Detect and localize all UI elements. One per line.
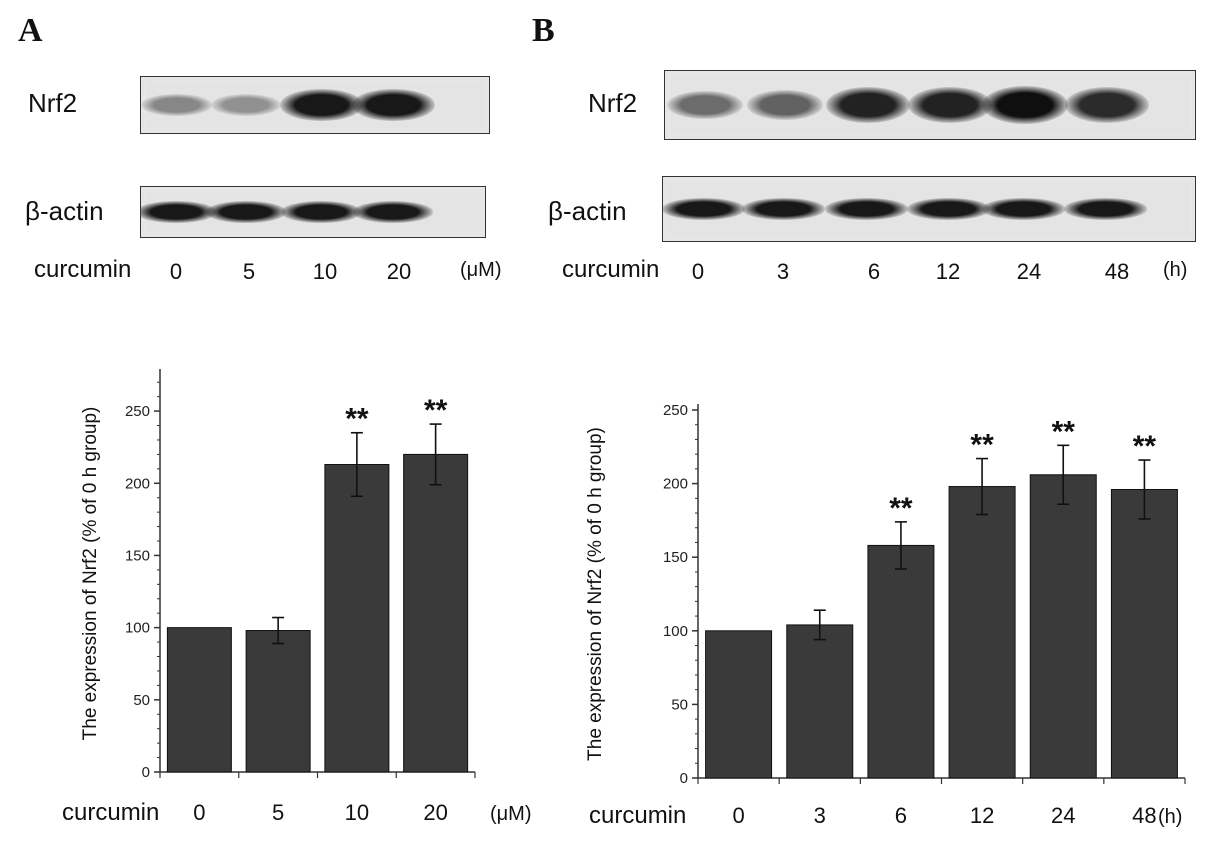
lane-label: 6 [867,259,881,284]
nrf2-a-band [279,88,363,122]
y-axis-label: The expression of Nrf2 (% of 0 h group) [585,427,606,761]
panel-b-actin-blot [662,176,1196,242]
nrf2-a-band [351,88,435,122]
bar [786,624,854,779]
x-tick-label: 0 [193,800,205,825]
bar [245,630,311,773]
x-unit-label: (h) [1158,806,1182,828]
x-tick-label: 48 [1132,803,1156,828]
bar [166,627,232,773]
panel-b-nrf2-blot [664,70,1196,140]
panel-b-curcumin-label: curcumin [562,256,660,283]
x-axis-label: curcumin [62,799,159,826]
significance-label: ** [1133,430,1157,463]
actin-a-band [205,201,287,223]
chart-a: 0 50 100 150 200 250 0 5 ** 10 ** 20 curcumin (μM) The… [62,369,532,826]
chart-b: 0 50 100 150 200 250 0 3 ** 6 ** 12 ** 24 ** 48 curcumin… [585,402,1186,829]
panel-a-nrf2-label: Nrf2 [28,88,78,118]
lane-label: 3 [776,259,790,284]
bar [705,630,773,779]
nrf2-b-band [825,86,911,124]
lane-label: 48 [1104,259,1130,284]
x-tick-label: 10 [345,800,369,825]
lane-label: 0 [691,259,705,284]
nrf2-b-band [981,85,1069,125]
significance-label: ** [970,429,994,462]
actin-a-band [280,201,362,223]
y-tick-label: 100 [125,620,150,637]
nrf2-a-band [141,93,212,117]
bar [324,464,390,773]
x-tick-label: 6 [895,803,907,828]
bar [867,544,935,779]
bar [1029,474,1097,779]
actin-b-band [906,198,990,220]
actin-a-band [352,201,434,223]
x-tick-label: 3 [814,803,826,828]
significance-label: ** [424,394,448,427]
panel-a-letter: A [18,12,43,49]
x-tick-label: 24 [1051,803,1075,828]
y-tick-label: 0 [680,770,688,787]
panel-b-actin-label: β-actin [548,196,627,226]
y-tick-label: 200 [125,475,150,492]
y-tick-label: 50 [671,696,688,713]
significance-label: ** [889,492,913,525]
actin-b-band [824,198,908,220]
nrf2-b-band [667,90,743,120]
lane-label: 0 [169,259,183,284]
bar [948,486,1016,779]
x-tick-label: 12 [970,803,994,828]
panel-a-actin-blot [140,186,486,238]
panel-a-nrf2-blot [140,76,490,134]
x-tick-label: 0 [732,803,744,828]
lane-label: 12 [935,259,961,284]
significance-label: ** [1052,415,1076,448]
actin-b-band [663,198,745,220]
actin-b-band [981,198,1065,220]
x-tick-label: 20 [423,800,447,825]
panel-a-unit-label: (μM) [460,259,502,281]
panel-a-actin-label: β-actin [25,196,104,226]
y-tick-label: 0 [142,764,150,781]
y-tick-label: 50 [133,692,150,709]
nrf2-b-band [1065,87,1149,123]
y-tick-label: 100 [663,623,688,640]
nrf2-b-band [907,86,993,124]
panel-b-letter: B [532,12,555,49]
y-tick-label: 150 [663,549,688,566]
lane-label: 10 [312,259,338,284]
x-axis-label: curcumin [589,802,686,829]
x-tick-label: 5 [272,800,284,825]
actin-b-band [1063,198,1147,220]
lane-label: 5 [242,259,256,284]
panel-b-nrf2-label: Nrf2 [588,88,638,118]
nrf2-a-band [211,94,281,116]
significance-label: ** [345,403,369,436]
lane-label: 20 [386,259,412,284]
y-tick-label: 150 [125,547,150,564]
lane-label: 24 [1016,259,1042,284]
nrf2-b-band [746,90,824,120]
y-axis-label: The expression of Nrf2 (% of 0 h group) [80,407,101,741]
panel-a-curcumin-label: curcumin [34,256,132,283]
x-unit-label: (μM) [490,803,532,825]
y-tick-label: 250 [125,403,150,420]
y-tick-label: 250 [663,402,688,419]
bar [1110,488,1178,779]
panel-b-unit-label: (h) [1163,259,1188,281]
bar [403,453,469,773]
actin-b-band [741,198,825,220]
actin-a-band [141,201,217,223]
y-tick-label: 200 [663,476,688,493]
